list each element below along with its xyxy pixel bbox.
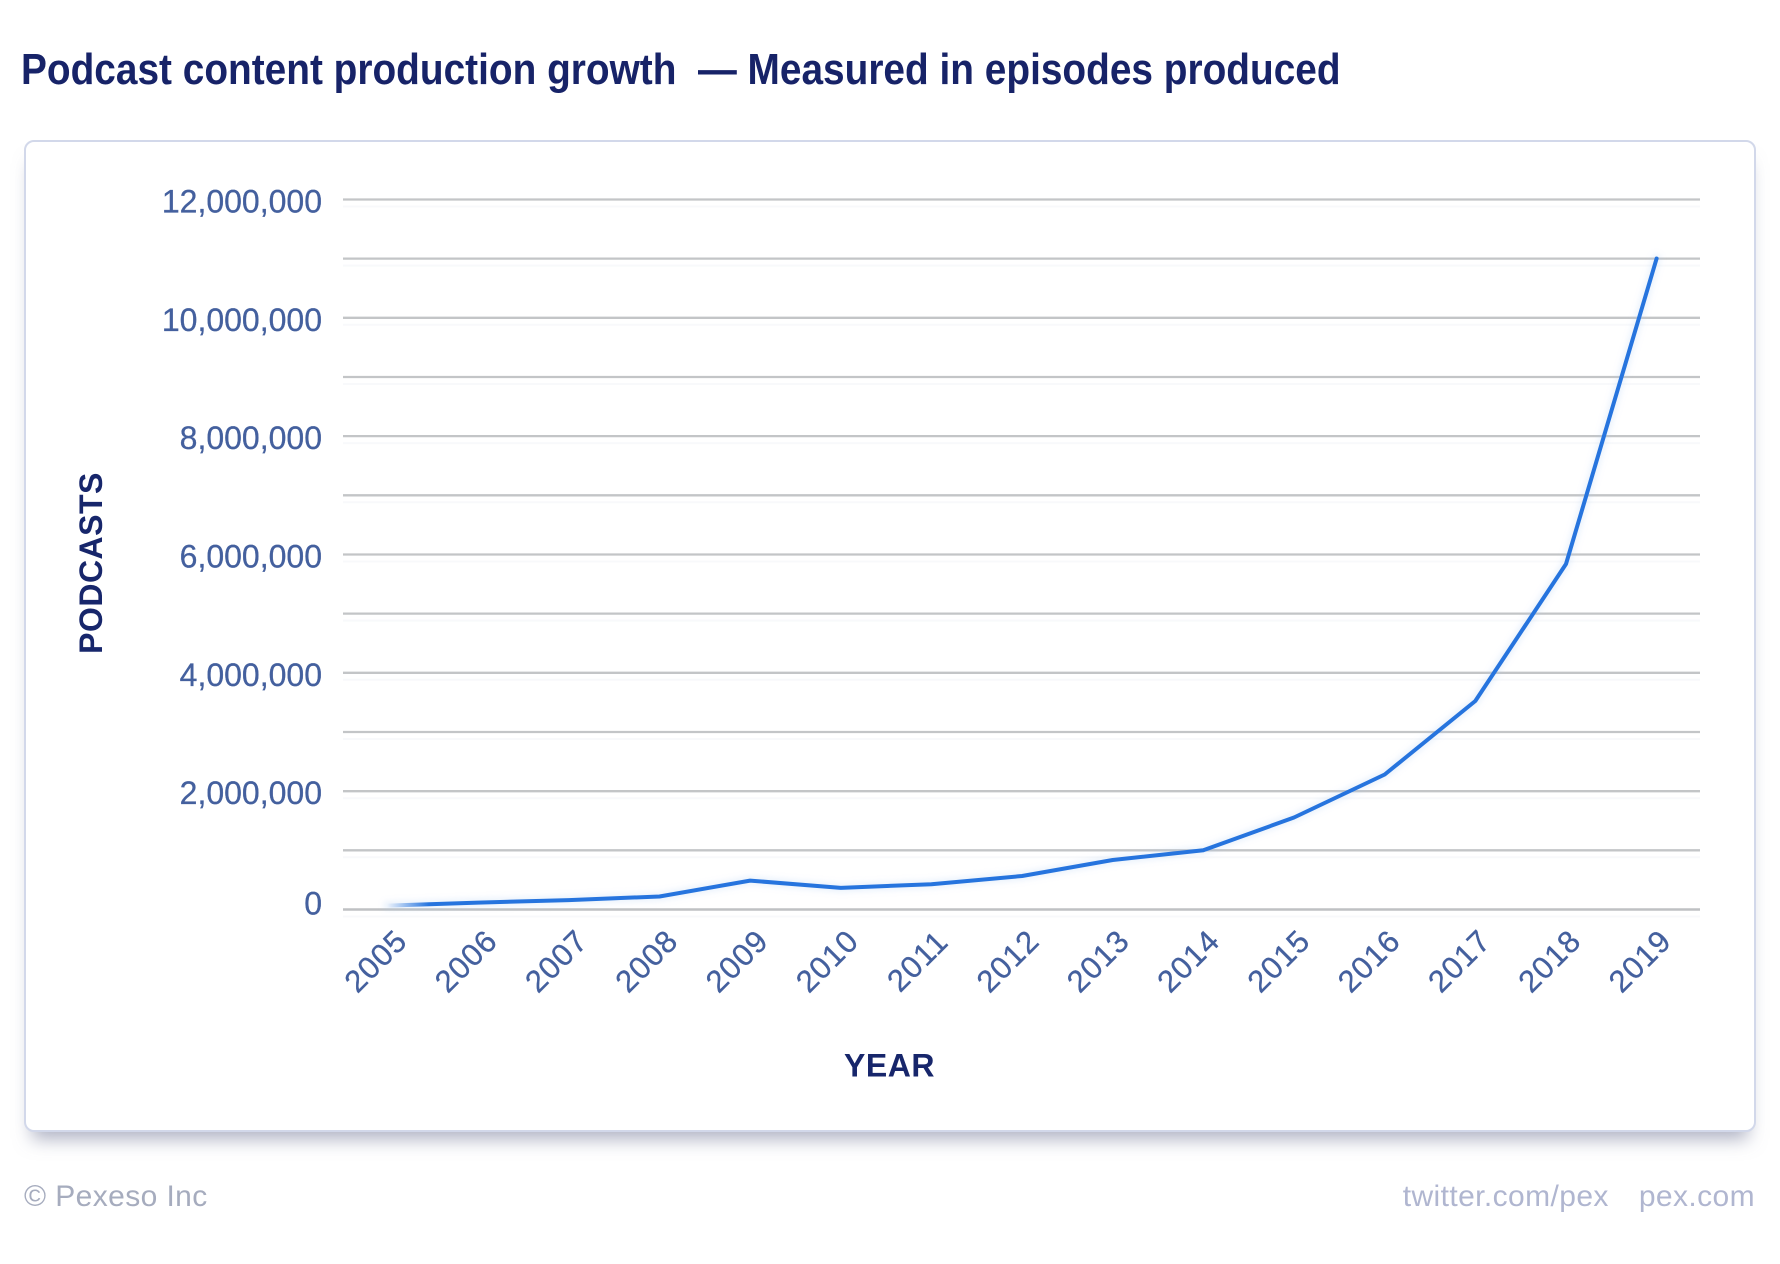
- svg-text:2014: 2014: [1150, 923, 1226, 999]
- svg-text:2013: 2013: [1060, 923, 1136, 999]
- svg-text:2006: 2006: [428, 923, 504, 999]
- svg-text:PODCASTS: PODCASTS: [73, 472, 109, 654]
- svg-text:2016: 2016: [1331, 923, 1407, 999]
- svg-text:2011: 2011: [880, 924, 955, 999]
- svg-text:10,000,000: 10,000,000: [162, 302, 322, 338]
- svg-text:2015: 2015: [1241, 923, 1317, 999]
- svg-text:2017: 2017: [1421, 923, 1497, 999]
- svg-text:6,000,000: 6,000,000: [180, 539, 322, 575]
- svg-text:0: 0: [304, 886, 322, 922]
- svg-text:2007: 2007: [518, 923, 594, 999]
- svg-text:2012: 2012: [970, 923, 1046, 999]
- svg-text:4,000,000: 4,000,000: [180, 657, 322, 693]
- svg-text:2005: 2005: [338, 923, 414, 999]
- svg-text:2010: 2010: [789, 923, 865, 999]
- svg-text:2009: 2009: [699, 923, 775, 999]
- svg-text:2018: 2018: [1512, 923, 1588, 999]
- svg-text:2008: 2008: [609, 923, 685, 999]
- svg-text:2,000,000: 2,000,000: [180, 775, 322, 811]
- svg-text:YEAR: YEAR: [844, 1048, 935, 1084]
- svg-text:12,000,000: 12,000,000: [162, 184, 322, 220]
- svg-text:2019: 2019: [1602, 923, 1678, 999]
- svg-text:8,000,000: 8,000,000: [180, 420, 322, 456]
